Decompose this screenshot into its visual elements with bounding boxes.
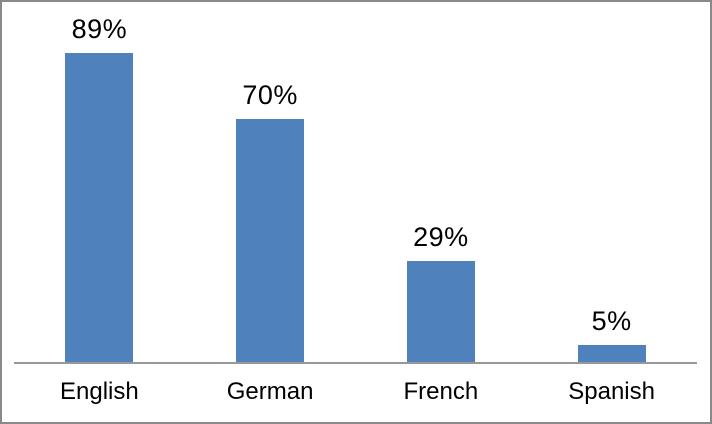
bar-french xyxy=(406,261,475,362)
bar-column: 5% xyxy=(526,15,697,362)
x-axis-category-label: French xyxy=(403,378,479,405)
x-axis-category-label: Spanish xyxy=(568,378,655,405)
bar-column: 29% xyxy=(356,15,527,362)
bar-column: 89% xyxy=(14,15,185,362)
x-axis-line xyxy=(14,362,697,364)
x-axis-category-label: German xyxy=(226,378,314,405)
bar-value-label: 89% xyxy=(71,14,128,45)
bar-german xyxy=(236,119,305,362)
x-axis-labels: English German French Spanish xyxy=(14,364,697,422)
bar-column: 70% xyxy=(185,15,356,362)
x-axis-category-label: English xyxy=(60,378,139,405)
bar-value-label: 5% xyxy=(591,306,632,337)
bar-english xyxy=(65,53,134,362)
bar-value-label: 70% xyxy=(242,80,298,111)
bar-spanish xyxy=(577,345,646,362)
bar-value-label: 29% xyxy=(413,222,469,253)
plot-area: 89% 70% 29% 5% xyxy=(14,15,697,362)
